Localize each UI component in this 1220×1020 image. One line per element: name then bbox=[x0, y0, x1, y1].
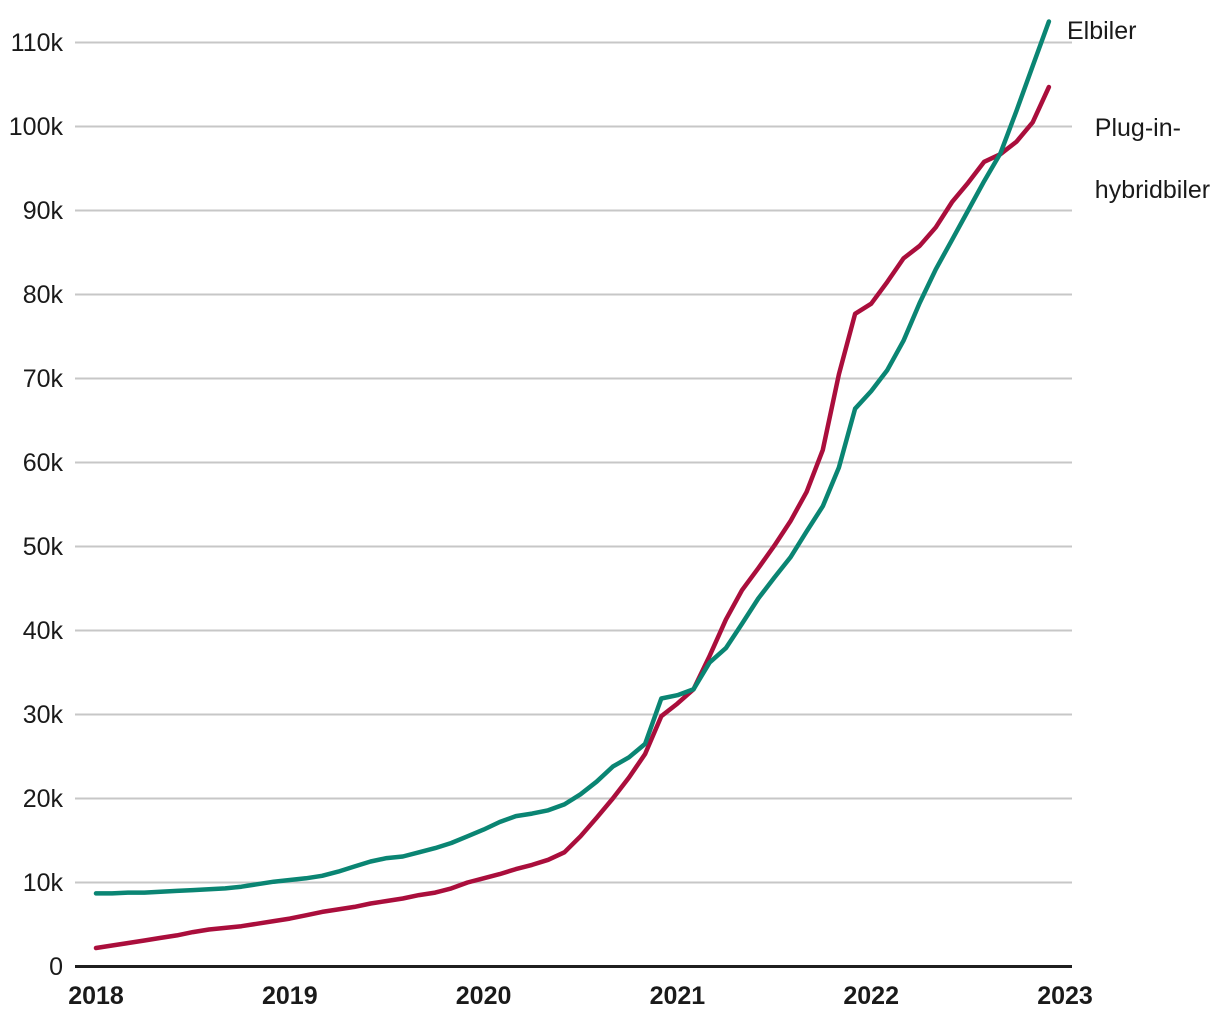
x-tick-label: 2019 bbox=[262, 982, 318, 1010]
y-tick-label: 50k bbox=[23, 533, 64, 561]
x-tick-label: 2020 bbox=[456, 982, 512, 1010]
y-tick-label: 110k bbox=[11, 29, 64, 57]
y-tick-label: 70k bbox=[23, 365, 64, 393]
legend-label-plugin-line1: Plug-in- bbox=[1094, 114, 1181, 142]
series-line-elbiler bbox=[93, 19, 1052, 896]
y-tick-label: 40k bbox=[23, 617, 64, 645]
y-tick-label: 60k bbox=[23, 449, 64, 477]
x-tick-label: 2022 bbox=[843, 982, 899, 1010]
y-tick-label: 80k bbox=[23, 281, 64, 309]
legend-label-plugin-hybridbiler: Plug-in- hybridbiler bbox=[1067, 82, 1210, 237]
y-tick-label: 10k bbox=[23, 869, 64, 897]
y-tick-label: 100k bbox=[9, 113, 64, 141]
y-tick-label: 30k bbox=[23, 701, 64, 729]
series-line-plug-in-hybridbiler bbox=[93, 84, 1052, 951]
legend-label-plugin-line2: hybridbiler bbox=[1094, 176, 1211, 204]
x-tick-label: 2021 bbox=[650, 982, 706, 1010]
y-tick-label: 20k bbox=[23, 785, 64, 813]
x-tick-label: 2023 bbox=[1037, 982, 1093, 1010]
y-tick-label: 90k bbox=[23, 197, 64, 225]
x-tick-label: 2018 bbox=[68, 982, 124, 1010]
y-tick-label: 0 bbox=[49, 953, 63, 981]
legend-label-elbiler: Elbiler bbox=[1067, 17, 1137, 45]
